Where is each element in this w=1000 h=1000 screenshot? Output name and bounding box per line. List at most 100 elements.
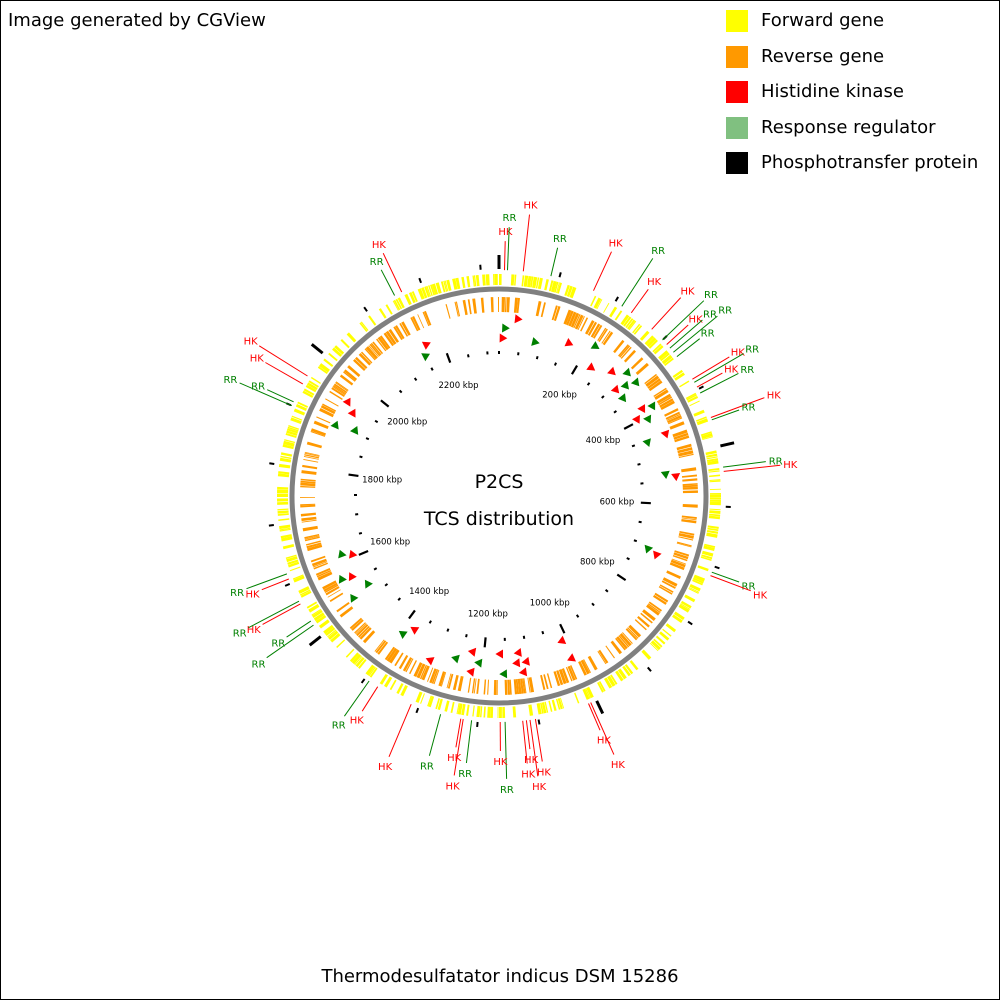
forward-gene — [428, 285, 433, 297]
forward-gene — [672, 369, 684, 378]
forward-gene — [706, 453, 718, 458]
response-regulator-label: RR — [703, 309, 717, 320]
feature-leader-line — [534, 718, 543, 762]
histidine-kinase-marker — [564, 338, 574, 347]
outer-tick — [647, 666, 652, 672]
forward-gene — [709, 493, 721, 495]
reverse-gene — [597, 650, 607, 665]
histidine-kinase-label: HK — [689, 314, 704, 325]
forward-gene — [593, 297, 602, 309]
outer-tick — [720, 441, 735, 448]
reverse-gene — [377, 641, 389, 655]
scale-tick — [601, 395, 605, 399]
feature-leader-line — [248, 600, 300, 629]
forward-gene — [527, 275, 532, 288]
reverse-gene — [635, 362, 649, 375]
legend-label: Phosphotransfer protein — [761, 152, 979, 173]
feature-leader-line — [522, 720, 528, 764]
reverse-gene — [310, 430, 326, 437]
forward-gene — [530, 276, 534, 288]
reverse-gene — [433, 669, 440, 685]
histidine-kinase-label: HK — [731, 348, 746, 359]
reverse-gene — [385, 330, 397, 345]
histidine-kinase-marker — [513, 648, 522, 657]
forward-gene — [420, 693, 425, 704]
histidine-kinase-label: HK — [597, 735, 612, 746]
reverse-gene — [648, 380, 663, 392]
reverse-gene — [637, 615, 650, 628]
legend-swatch — [726, 81, 748, 103]
forward-gene — [680, 603, 691, 610]
reverse-gene — [310, 428, 326, 436]
forward-gene — [497, 707, 499, 718]
reverse-gene — [664, 408, 679, 417]
forward-gene — [627, 319, 636, 330]
reverse-gene — [304, 533, 320, 539]
scale-label: 1000 kbp — [530, 599, 570, 609]
reverse-gene — [578, 661, 587, 676]
reverse-gene — [300, 482, 316, 487]
reverse-gene — [332, 386, 346, 396]
reverse-gene — [583, 659, 591, 673]
scale-tick — [446, 628, 450, 632]
reverse-gene — [634, 619, 647, 631]
histidine-kinase-label: HK — [521, 770, 536, 781]
reverse-gene — [329, 592, 344, 602]
scale-tick — [553, 362, 557, 366]
reverse-gene — [672, 429, 688, 438]
forward-gene — [696, 418, 709, 426]
forward-gene — [709, 488, 721, 490]
forward-gene — [297, 401, 309, 408]
reverse-gene — [362, 630, 376, 644]
reverse-gene — [421, 665, 430, 681]
scale-tick — [559, 623, 566, 634]
histidine-kinase-marker — [499, 333, 508, 343]
reverse-gene — [590, 323, 601, 338]
feature-leader-line — [588, 703, 601, 731]
forward-gene — [709, 501, 721, 506]
reverse-gene — [598, 649, 609, 664]
forward-gene — [278, 463, 291, 469]
reverse-gene — [305, 540, 321, 546]
forward-gene — [292, 574, 304, 580]
reverse-gene — [304, 452, 320, 457]
reverse-gene — [577, 316, 585, 331]
histidine-kinase-marker — [425, 657, 435, 666]
forward-gene — [360, 321, 369, 331]
feature-leader-line — [262, 603, 301, 625]
reverse-gene — [528, 677, 535, 693]
scale-tick — [522, 635, 526, 639]
feature-leader-line — [343, 680, 370, 717]
outer-tick — [614, 296, 620, 302]
legend-label: Reverse gene — [761, 45, 885, 67]
reverse-gene — [666, 570, 681, 579]
reverse-gene — [665, 411, 681, 420]
reverse-gene — [386, 647, 398, 662]
forward-gene — [461, 276, 466, 289]
forward-gene — [628, 320, 637, 331]
reverse-gene — [674, 435, 690, 443]
reverse-gene — [682, 504, 698, 508]
feature-leader-line — [711, 571, 740, 583]
reverse-gene — [662, 577, 678, 587]
feature-leader-line — [630, 289, 649, 314]
forward-gene — [544, 279, 549, 291]
outer-tick — [698, 385, 704, 390]
reverse-gene — [471, 678, 476, 694]
histidine-kinase-label: HK — [524, 755, 539, 766]
reverse-gene — [383, 332, 395, 347]
forward-gene — [282, 444, 294, 450]
reverse-gene — [388, 649, 400, 664]
forward-gene — [674, 372, 685, 381]
reverse-gene — [300, 478, 316, 482]
reverse-gene — [472, 298, 477, 314]
reverse-gene — [570, 312, 580, 328]
response-regulator-label: RR — [252, 659, 266, 670]
scale-tick — [535, 355, 539, 360]
forward-gene — [707, 527, 719, 532]
forward-gene — [427, 695, 432, 707]
forward-gene — [514, 274, 517, 286]
reverse-gene — [419, 664, 428, 680]
forward-gene — [431, 283, 439, 295]
reverse-gene — [504, 297, 507, 313]
